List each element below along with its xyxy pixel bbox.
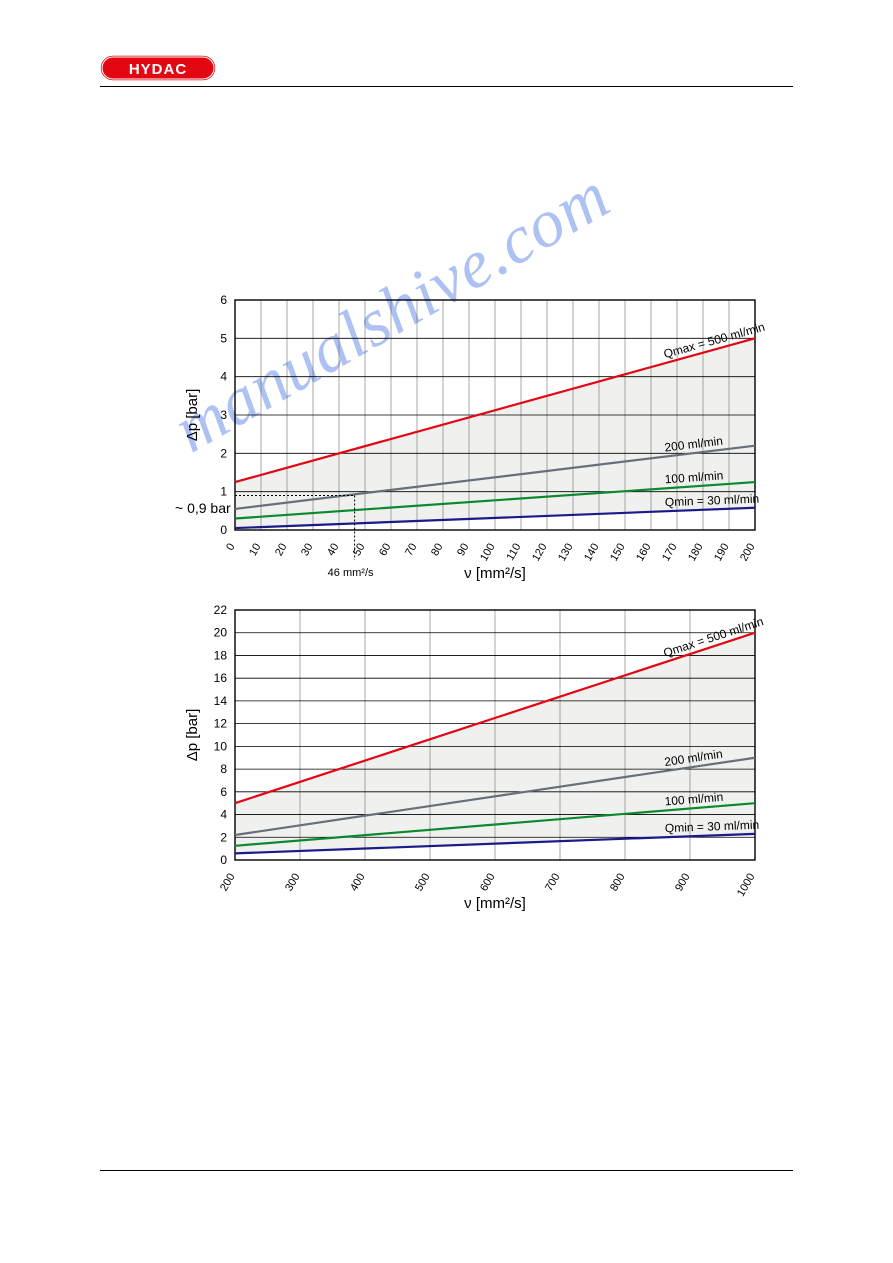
svg-text:160: 160 [634,542,654,564]
svg-text:14: 14 [214,694,228,708]
svg-text:Δp [bar]: Δp [bar] [184,709,201,762]
svg-text:1000: 1000 [735,872,758,899]
svg-text:12: 12 [214,717,228,731]
svg-text:20: 20 [214,626,228,640]
footer-rule [100,1170,793,1171]
svg-text:100: 100 [478,542,498,564]
svg-text:400: 400 [348,872,368,894]
svg-text:10: 10 [214,739,228,753]
svg-text:200: 200 [738,542,758,564]
svg-text:110: 110 [504,542,523,563]
brand-logo: HYDAC [100,55,220,90]
svg-text:HYDAC: HYDAC [129,61,187,78]
chart-pressure-viscosity-high: Qmax = 500 ml/min200 ml/min100 ml/minQmi… [180,600,790,945]
svg-text:2: 2 [220,830,227,844]
svg-text:140: 140 [582,542,602,564]
svg-text:10: 10 [247,542,264,559]
svg-text:800: 800 [608,872,628,894]
svg-text:150: 150 [608,542,628,564]
svg-text:300: 300 [283,872,303,894]
page: HYDAC manualshive.com ~ 0,9 bar Qmax = 5… [0,0,893,1263]
svg-text:120: 120 [530,542,550,564]
svg-text:180: 180 [686,542,706,564]
svg-text:20: 20 [273,542,290,559]
svg-text:16: 16 [214,671,228,685]
svg-text:6: 6 [220,293,227,307]
svg-text:4: 4 [220,808,227,822]
svg-text:900: 900 [673,872,693,894]
svg-text:500: 500 [413,872,433,894]
svg-text:0: 0 [220,853,227,867]
svg-text:0: 0 [220,523,227,537]
svg-text:170: 170 [660,542,680,564]
svg-text:700: 700 [543,872,563,894]
svg-text:18: 18 [214,648,228,662]
svg-text:50: 50 [351,542,368,559]
svg-text:1: 1 [220,485,227,499]
svg-text:4: 4 [220,370,227,384]
svg-text:60: 60 [377,542,394,559]
chart-pressure-viscosity-low: Qmax = 500 ml/min200 ml/min100 ml/minQmi… [180,290,790,605]
svg-text:6: 6 [220,785,227,799]
svg-text:0: 0 [224,542,237,553]
svg-text:22: 22 [214,603,228,617]
svg-text:200: 200 [218,872,238,894]
svg-text:600: 600 [478,872,498,894]
svg-text:30: 30 [299,542,316,559]
svg-text:8: 8 [220,762,227,776]
svg-text:5: 5 [220,331,227,345]
svg-text:Δp [bar]: Δp [bar] [184,389,201,442]
svg-text:90: 90 [455,542,472,559]
svg-text:2: 2 [220,446,227,460]
svg-text:190: 190 [712,542,732,564]
svg-text:ν [mm²/s]: ν [mm²/s] [464,895,526,912]
svg-text:80: 80 [429,542,446,559]
svg-text:70: 70 [403,542,420,559]
svg-text:3: 3 [220,408,227,422]
svg-text:46 mm²/s: 46 mm²/s [328,567,374,579]
svg-text:40: 40 [325,542,342,559]
header-rule [100,86,793,87]
svg-text:ν [mm²/s]: ν [mm²/s] [464,565,526,582]
svg-text:130: 130 [556,542,576,564]
